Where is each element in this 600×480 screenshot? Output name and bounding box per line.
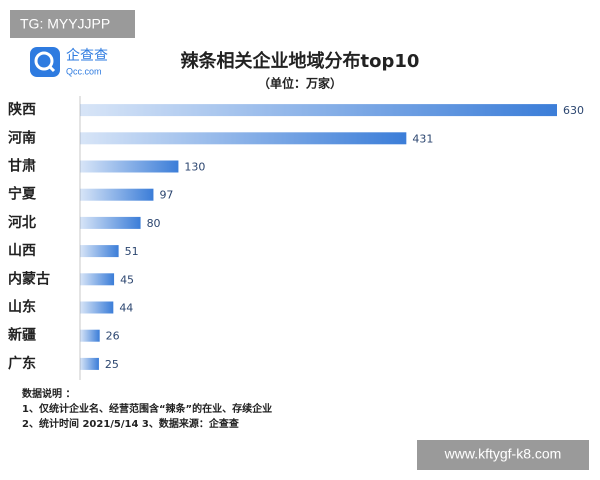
bar	[80, 273, 115, 286]
watermark: www.kftygf-k8.com	[444, 446, 562, 462]
data-label: 130	[184, 161, 205, 174]
data-label: 25	[105, 358, 119, 371]
data-label: 51	[125, 245, 139, 258]
note: 2、统计时间 2021/5/14 3、数据来源：企查查	[22, 417, 240, 430]
data-label: 80	[147, 217, 161, 230]
data-label: 44	[119, 302, 133, 315]
y-tick-label: 新疆	[8, 327, 36, 344]
y-tick-label: 河北	[8, 214, 36, 231]
data-label: 26	[106, 330, 120, 343]
chart-title: 辣条相关企业地域分布top10	[181, 50, 420, 72]
logo-site: Qcc.com	[66, 66, 102, 76]
y-tick-label: 陕西	[8, 101, 36, 118]
note: 数据说明 ：	[22, 387, 75, 400]
bar	[80, 216, 141, 229]
bar	[80, 301, 114, 314]
logo-glyph	[47, 64, 56, 73]
bar	[80, 104, 557, 117]
logo-glyph	[34, 51, 54, 71]
y-tick-label: 山东	[8, 299, 36, 316]
data-label: 431	[412, 132, 433, 145]
bar	[80, 245, 119, 258]
watermark-box	[10, 10, 135, 38]
watermark: TG: MYYJJPP	[20, 16, 110, 32]
y-tick-label: 甘肃	[8, 158, 36, 175]
y-tick-label: 内蒙古	[8, 270, 50, 287]
bar	[80, 132, 407, 145]
bar	[80, 160, 179, 173]
bar	[80, 329, 100, 342]
watermark-box	[417, 440, 589, 470]
note: 1、仅统计企业名、经营范围含“辣条”的在业、存续企业	[22, 402, 272, 415]
chart-subtitle: （单位：万家）	[258, 76, 342, 91]
data-label: 45	[120, 273, 134, 286]
bar	[80, 357, 99, 370]
logo-name: 企查查	[66, 47, 108, 64]
data-label: 630	[563, 104, 584, 117]
y-tick-label: 宁夏	[8, 186, 37, 203]
y-tick-label: 河南	[8, 129, 36, 146]
y-tick-label: 山西	[8, 243, 36, 259]
logo-icon	[30, 47, 60, 77]
logo: 企查查 Qcc.com	[30, 47, 108, 77]
bar	[80, 188, 154, 201]
data-label: 97	[159, 189, 173, 202]
y-tick-label: 广东	[8, 355, 36, 372]
